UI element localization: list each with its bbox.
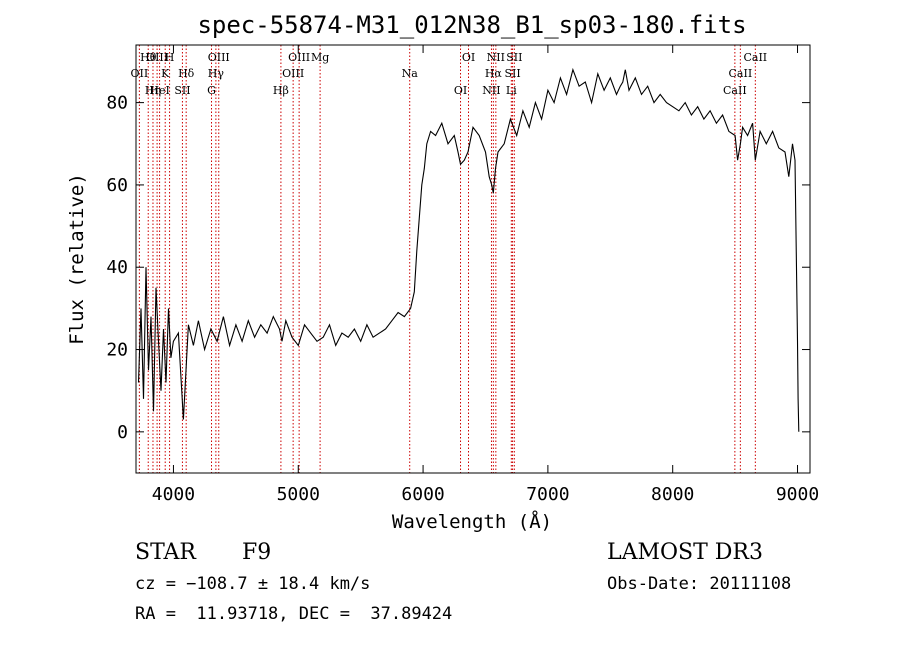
object-subclass: F9: [242, 540, 272, 565]
x-tick-label: 6000: [401, 484, 444, 505]
y-tick-label: 20: [106, 340, 128, 361]
reference-line-label: OIII: [282, 67, 304, 80]
reference-line-label: H: [165, 51, 175, 64]
reference-line-label: CaII: [723, 84, 747, 97]
reference-line-label: Li: [506, 84, 517, 97]
y-axis-ticks: 0 20 40 60 80: [106, 93, 810, 443]
reference-line-label: OI: [462, 51, 475, 64]
reference-line-label: OIII: [288, 51, 310, 64]
reference-line-label: NII: [487, 51, 505, 64]
y-tick-label: 80: [106, 93, 128, 114]
redshift-velocity: cz = −108.7 ± 18.4 km/s: [135, 574, 371, 594]
reference-line-label: CaII: [743, 51, 767, 64]
survey-name: LAMOST DR3: [607, 540, 763, 565]
x-tick-label: 8000: [651, 484, 694, 505]
reference-line-label: G: [207, 84, 216, 97]
reference-line-label: HeI: [149, 84, 169, 97]
reference-line-label: SII: [506, 51, 522, 64]
reference-line-label: Hθ: [140, 51, 157, 64]
object-class: STAR: [135, 540, 196, 565]
reference-lines: [138, 45, 756, 473]
y-axis-label: Flux (relative): [66, 173, 88, 345]
reference-line-label: Hα: [485, 67, 503, 80]
reference-line-label: NII: [482, 84, 500, 97]
reference-line-label: OIII: [208, 51, 230, 64]
reference-line-label: CaII: [729, 67, 753, 80]
reference-line-label: SII: [504, 67, 520, 80]
reference-line-label: OIII: [146, 51, 168, 64]
reference-line-label: Hη: [145, 84, 161, 97]
reference-line-label: Na: [402, 67, 419, 80]
reference-line-label: SII: [174, 84, 190, 97]
y-tick-label: 0: [117, 422, 128, 443]
x-axis-ticks: 4000 5000 6000 7000 8000 9000: [152, 45, 819, 505]
y-tick-label: 60: [106, 175, 128, 196]
y-tick-label: 40: [106, 257, 128, 278]
observation-date: Obs-Date: 20111108: [607, 574, 792, 594]
x-axis-label: Wavelength (Å): [392, 510, 552, 533]
x-tick-label: 9000: [776, 484, 819, 505]
x-tick-label: 7000: [526, 484, 569, 505]
reference-line-label: Hβ: [273, 84, 289, 97]
chart-title: spec-55874-M31_012N38_B1_sp03-180.fits: [197, 11, 746, 39]
reference-line-label: OII: [131, 67, 149, 80]
sky-coordinates: RA = 11.93718, DEC = 37.89424: [135, 604, 453, 624]
reference-line-label: Hγ: [208, 67, 225, 80]
reference-line-label: Mg: [311, 51, 329, 64]
reference-line-label: OI: [454, 84, 467, 97]
reference-line-label: K: [161, 67, 170, 80]
reference-line-labels: Hθ OII Hη OIII K HeI HHδ SII OIII Hγ G OIII OIII Hβ Mg…: [131, 51, 768, 97]
reference-line-label: Hδ: [178, 67, 195, 80]
plot-frame: [135, 44, 811, 474]
flux-series-line: [137, 67, 800, 432]
x-tick-label: 4000: [152, 484, 195, 505]
x-tick-label: 5000: [277, 484, 320, 505]
